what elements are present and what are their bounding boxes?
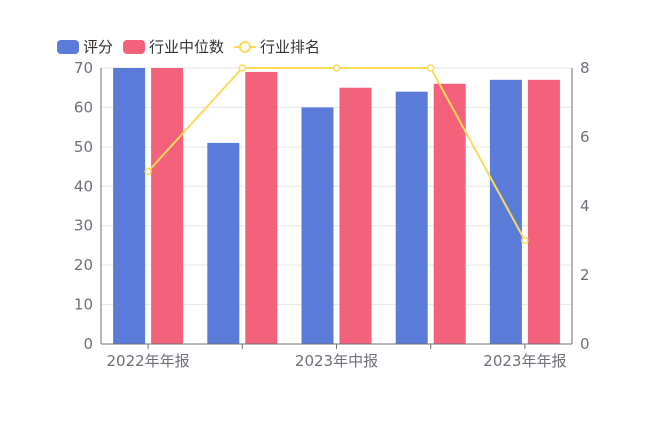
bar-series <box>113 68 560 345</box>
y-right-tick-0: 0 <box>580 335 590 353</box>
x-tick-label-2: 2023年中报 <box>295 352 378 370</box>
y-left-tick-20: 20 <box>74 256 93 274</box>
legend-swatch-marker-2 <box>239 41 252 53</box>
y-right-tick-6: 6 <box>580 128 590 146</box>
legend: 评分 行业中位数 行业排名 <box>57 38 320 56</box>
line-point-4 <box>521 236 529 245</box>
line-point-2 <box>332 64 341 72</box>
bar-1-4 <box>527 79 560 344</box>
line-path-0 <box>147 67 526 241</box>
legend-swatch-1 <box>123 40 146 54</box>
y-left-tick-70: 70 <box>74 59 93 77</box>
bar-0-3 <box>395 91 428 345</box>
line-point-0 <box>144 167 152 176</box>
y-left-tick-30: 30 <box>74 217 93 235</box>
y-left-tick-0: 0 <box>83 335 93 353</box>
y-left-tick-10: 10 <box>74 296 93 314</box>
y-left-tick-60: 60 <box>74 98 93 116</box>
bar-0-0 <box>113 68 146 344</box>
bar-1-3 <box>433 83 466 345</box>
bar-0-2 <box>301 107 334 344</box>
bar-1-2 <box>339 87 372 344</box>
y-right-tick-2: 2 <box>580 266 590 284</box>
x-axis: 2022年年报 2023年中报 2023年年报 <box>107 344 566 370</box>
y-axis-left: 0 10 20 30 40 50 60 70 <box>74 59 93 353</box>
bar-1-1 <box>245 71 278 344</box>
bar-0-4 <box>489 79 522 344</box>
x-tick-label-0: 2022年年报 <box>107 352 190 370</box>
y-right-tick-8: 8 <box>580 59 590 77</box>
legend-item-0[interactable]: 评分 <box>57 38 113 56</box>
legend-item-1[interactable]: 行业中位数 <box>123 38 224 56</box>
legend-item-2[interactable]: 行业排名 <box>234 38 320 56</box>
line-point-3 <box>426 64 435 72</box>
x-tick-label-4: 2023年年报 <box>483 352 566 370</box>
line-point-1 <box>238 64 247 72</box>
legend-swatch-0 <box>57 40 79 54</box>
bar-0-1 <box>207 142 240 344</box>
line-series <box>144 64 529 245</box>
y-axis-right: 0 2 4 6 8 <box>580 59 590 353</box>
y-left-tick-40: 40 <box>74 177 93 195</box>
y-left-tick-50: 50 <box>74 138 93 156</box>
bar-1-0 <box>151 68 184 344</box>
legend-label-2: 行业排名 <box>260 38 320 56</box>
legend-label-0: 评分 <box>83 38 113 56</box>
y-right-tick-4: 4 <box>580 197 590 215</box>
legend-label-1: 行业中位数 <box>149 38 224 56</box>
